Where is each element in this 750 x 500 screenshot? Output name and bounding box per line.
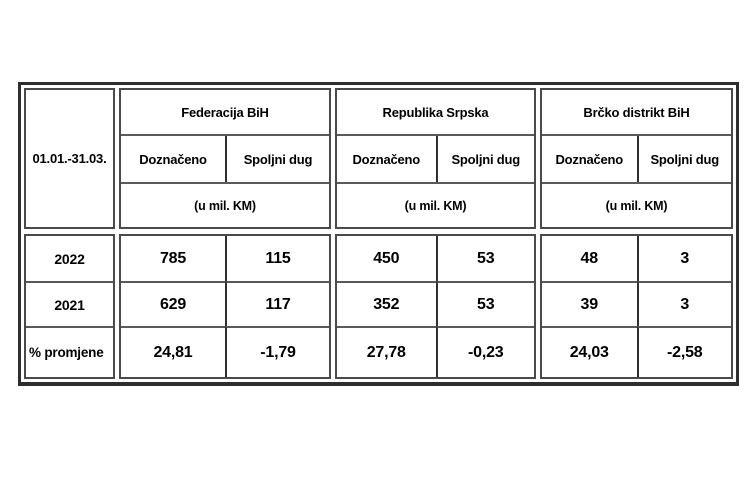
- table-cell: -1,79: [225, 326, 329, 377]
- table-cell: 629: [121, 281, 225, 326]
- row-label-percent-change: % promjene: [26, 326, 113, 377]
- table-cell: 3: [636, 281, 731, 326]
- period-header-cell: 01.01.-31.03.: [24, 88, 115, 229]
- values-brcko-distrikt: 48 3 39 3 24,03 -2,58: [540, 234, 733, 379]
- table-cell: 24,81: [121, 326, 225, 377]
- values-federacija-bih: 785 115 629 117 24,81 -1,79: [119, 234, 331, 379]
- table-cell: 53: [435, 236, 535, 281]
- table-cell: 115: [225, 236, 329, 281]
- table-cell: 27,78: [337, 326, 436, 377]
- table-cell: 3: [636, 236, 732, 281]
- values-republika-srpska: 450 53 352 53 27,78 -0,23: [335, 234, 536, 379]
- table-cell: 48: [580, 249, 599, 267]
- table-cell: -2,58: [636, 326, 731, 377]
- group-header-federacija-bih: Federacija BiH Doznačeno Spoljni dug (u …: [119, 88, 331, 229]
- remittances-external-debt-table: 01.01.-31.03. Federacija BiH Doznačeno S…: [18, 82, 739, 386]
- unit-label: (u mil. KM): [121, 182, 329, 227]
- table-cell: 785: [159, 249, 187, 267]
- subheader-row: Doznačeno Spoljni dug: [337, 134, 534, 182]
- group-title: Brčko distrikt BiH: [583, 104, 690, 120]
- table-header: 01.01.-31.03. Federacija BiH Doznačeno S…: [24, 88, 733, 229]
- column-header-doznaceno: Doznačeno: [555, 151, 624, 167]
- group-title: Federacija BiH: [181, 104, 269, 120]
- table-cell: 352: [337, 281, 436, 326]
- table-cell: -0,23: [435, 326, 534, 377]
- column-header-doznaceno: Doznačeno: [139, 151, 207, 167]
- subheader-row: Doznačeno Spoljni dug: [121, 134, 329, 182]
- group-header-brcko-distrikt: Brčko distrikt BiH Doznačeno Spoljni dug…: [540, 88, 733, 229]
- column-header-doznaceno: Doznačeno: [352, 151, 421, 167]
- table-cell: 450: [373, 249, 400, 267]
- table-cell: 53: [435, 281, 534, 326]
- column-header-spoljni-dug: Spoljni dug: [435, 136, 535, 182]
- group-header-republika-srpska: Republika Srpska Doznačeno Spoljni dug (…: [335, 88, 536, 229]
- row-label-2021: 2021: [26, 281, 113, 326]
- table-cell: 117: [225, 281, 329, 326]
- row-labels-column: 2022 2021 % promjene: [24, 234, 115, 379]
- subheader-row: Doznačeno Spoljni dug: [542, 134, 731, 182]
- column-header-spoljni-dug: Spoljni dug: [225, 136, 329, 182]
- unit-label: (u mil. KM): [337, 182, 534, 227]
- table-cell: 39: [542, 281, 637, 326]
- period-label: 01.01.-31.03.: [32, 151, 107, 166]
- table-body: 2022 2021 % promjene 785 115 629 117 24,…: [24, 234, 733, 379]
- unit-label: (u mil. KM): [542, 182, 731, 227]
- row-label-2022: 2022: [54, 250, 85, 267]
- column-header-spoljni-dug: Spoljni dug: [636, 136, 732, 182]
- table-cell: 24,03: [542, 326, 637, 377]
- group-title: Republika Srpska: [382, 104, 489, 120]
